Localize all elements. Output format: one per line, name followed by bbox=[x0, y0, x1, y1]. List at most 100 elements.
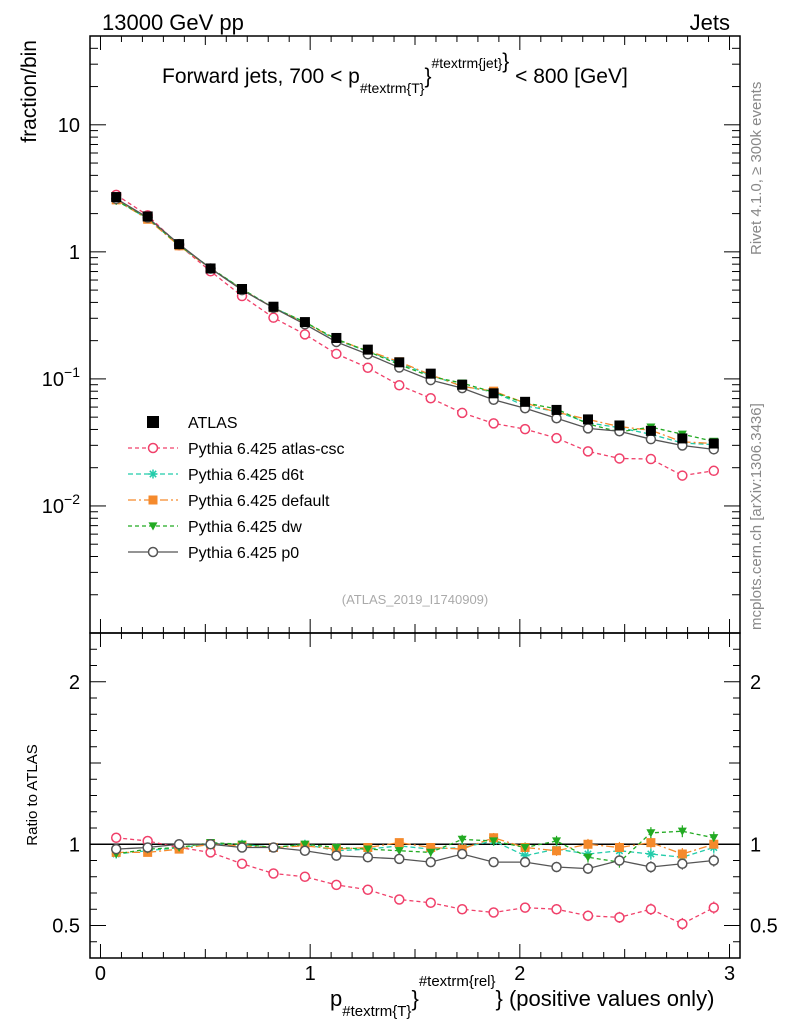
series-point-main bbox=[488, 418, 499, 429]
ratio-y-tick-label: 0.5 bbox=[52, 916, 80, 938]
main-frame bbox=[89, 35, 741, 634]
data-point bbox=[299, 317, 310, 328]
series-point-main bbox=[645, 433, 657, 445]
title-end: < 800 [GeV] bbox=[509, 65, 628, 88]
mcplots-label: mcplots.cern.ch [arXiv:1306.3436] bbox=[748, 403, 765, 630]
data-point bbox=[142, 211, 153, 222]
series-point-ratio bbox=[519, 902, 531, 913]
series-point-ratio bbox=[394, 853, 405, 865]
star-stroke bbox=[149, 470, 157, 478]
series-point-ratio bbox=[142, 842, 153, 853]
xlabel-brace: } bbox=[411, 986, 418, 1011]
series-point-main bbox=[614, 453, 625, 464]
ratio-y-tick-label-right: 1 bbox=[750, 834, 761, 856]
series-point-ratio bbox=[519, 856, 531, 868]
title-main: Forward jets, 700 < p bbox=[162, 65, 360, 88]
data-point bbox=[268, 301, 279, 312]
series-line-main bbox=[115, 199, 714, 446]
x-axis-label: p#textrm{T}}#textrm{rel}} (positive valu… bbox=[330, 973, 714, 1020]
series-point-ratio bbox=[582, 863, 594, 874]
xlabel-end: } (positive values only) bbox=[496, 986, 715, 1011]
series-point-main bbox=[456, 407, 468, 419]
title-brace: } bbox=[424, 65, 431, 88]
series-point-ratio bbox=[583, 853, 593, 862]
series-point-ratio bbox=[645, 904, 657, 915]
series-line-main bbox=[115, 199, 714, 445]
axis-ticks: 0 1 2 3 10 1 10−1 10−2 0.5 0.5 1 1 2 2 bbox=[42, 35, 778, 985]
data-point bbox=[614, 420, 625, 431]
series-point-ratio bbox=[677, 858, 688, 869]
series-point-ratio bbox=[677, 918, 688, 930]
series-point-main bbox=[551, 432, 562, 444]
series-point-ratio bbox=[488, 907, 499, 918]
x-tick-label: 2 bbox=[514, 963, 525, 985]
y-tick-label: 10 bbox=[58, 115, 80, 137]
series-point-main bbox=[362, 362, 374, 373]
series-point-ratio bbox=[456, 904, 468, 915]
title-sup: #textrm{jet} bbox=[431, 55, 502, 71]
title-sub: #textrm{T} bbox=[360, 80, 425, 96]
series-point-ratio bbox=[614, 843, 624, 852]
series-point-ratio bbox=[708, 855, 720, 866]
series-point-ratio bbox=[614, 855, 625, 866]
xlabel-main: p bbox=[330, 986, 342, 1011]
series-point-ratio bbox=[552, 837, 562, 846]
series-point-ratio bbox=[205, 839, 216, 850]
series-point-ratio bbox=[331, 843, 341, 852]
legend-marker bbox=[148, 495, 158, 505]
series-point-ratio bbox=[110, 843, 122, 855]
data-point bbox=[457, 379, 468, 390]
series-point-ratio bbox=[236, 842, 248, 853]
ratio-y-tick-label: 1 bbox=[69, 834, 80, 856]
series-point-ratio bbox=[300, 840, 310, 849]
legend-marker bbox=[147, 546, 159, 558]
series-point-ratio bbox=[646, 838, 656, 848]
series-point-ratio bbox=[425, 897, 436, 908]
series-point-main bbox=[268, 312, 279, 323]
series-point-main bbox=[645, 453, 657, 465]
series-markers bbox=[110, 189, 720, 930]
series-point-ratio bbox=[708, 902, 720, 913]
series-line-main bbox=[115, 194, 714, 477]
series-point-ratio bbox=[299, 871, 311, 882]
series-point-ratio bbox=[426, 848, 436, 857]
series-point-ratio bbox=[646, 829, 656, 838]
series-point-ratio bbox=[173, 839, 185, 850]
series-point-main bbox=[425, 393, 436, 404]
legend-label: Pythia 6.425 atlas-csc bbox=[188, 441, 345, 458]
xlabel-sub: #textrm{T} bbox=[342, 1003, 411, 1020]
legend-marker bbox=[147, 442, 159, 454]
series-point-ratio bbox=[362, 852, 374, 863]
data-point bbox=[394, 357, 405, 368]
watermark: (ATLAS_2019_I1740909) bbox=[342, 592, 488, 607]
series-point-ratio bbox=[520, 843, 530, 852]
series-point-ratio bbox=[709, 839, 719, 849]
series-point-ratio bbox=[614, 912, 625, 923]
series-point-ratio bbox=[394, 838, 404, 848]
legend-label: Pythia 6.425 d6t bbox=[188, 467, 304, 484]
series-point-main bbox=[582, 446, 594, 457]
series-point-ratio bbox=[426, 843, 436, 852]
series-point-ratio bbox=[456, 848, 468, 860]
series-point-main bbox=[331, 348, 342, 360]
series-point-ratio bbox=[583, 839, 593, 849]
series-lines bbox=[115, 194, 715, 930]
series-point-ratio bbox=[582, 910, 594, 921]
y-tick-label: 10−1 bbox=[42, 364, 80, 391]
data-point bbox=[111, 192, 122, 203]
data-point bbox=[520, 396, 531, 407]
series-point-main bbox=[708, 465, 720, 477]
y-axis-label: fraction/bin bbox=[18, 40, 41, 143]
series-point-ratio bbox=[394, 847, 404, 856]
series-point-ratio bbox=[457, 835, 467, 844]
ratio-y-tick-label-right: 2 bbox=[750, 672, 761, 694]
series-point-ratio bbox=[677, 849, 687, 859]
series-point-ratio bbox=[425, 856, 436, 868]
legend-label: ATLAS bbox=[188, 415, 238, 432]
header-right: Jets bbox=[690, 10, 730, 35]
ratio-y-axis-label: Ratio to ATLAS bbox=[24, 744, 41, 845]
xlabel-sup: #textrm{rel} bbox=[419, 973, 496, 990]
data-point bbox=[551, 404, 562, 415]
series-point-ratio bbox=[646, 849, 656, 859]
header-left: 13000 GeV pp bbox=[102, 10, 244, 35]
